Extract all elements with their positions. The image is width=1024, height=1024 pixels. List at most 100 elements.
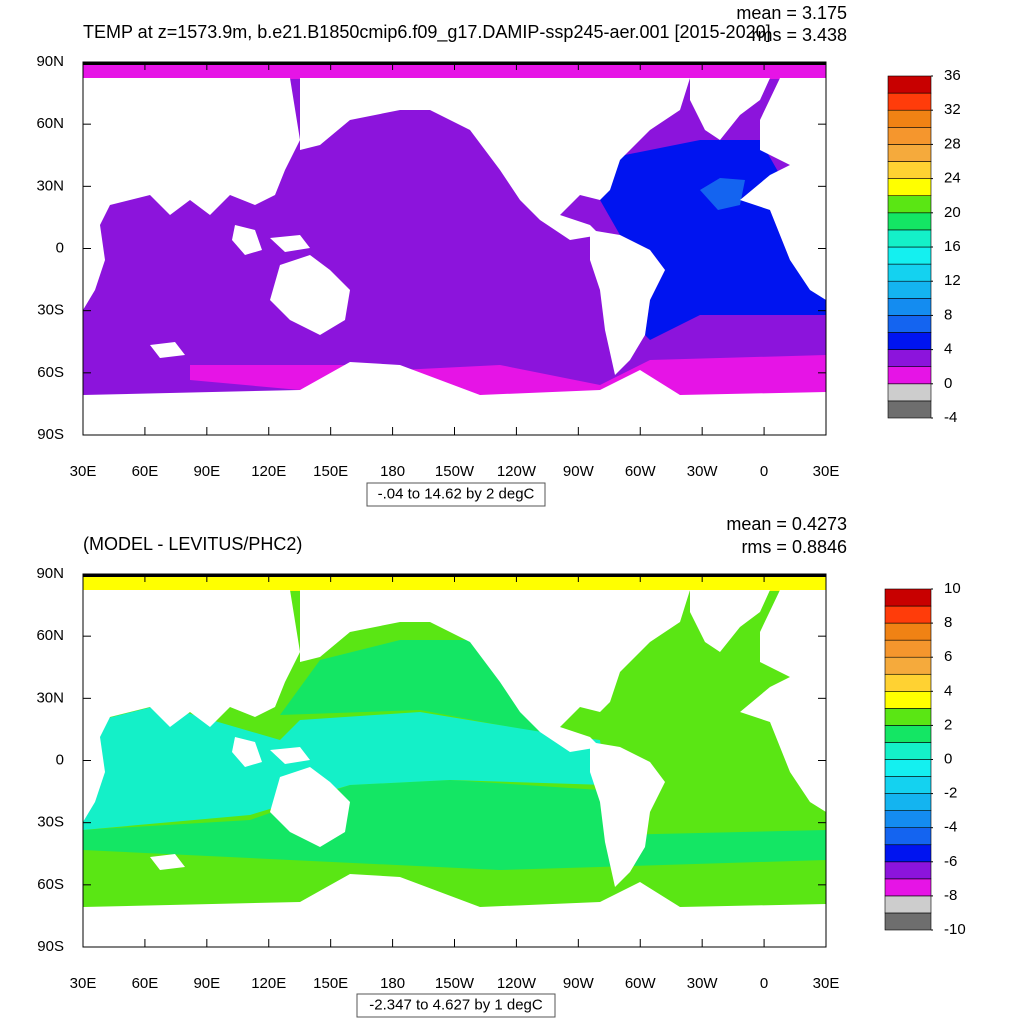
- x-tick-label: 30W: [687, 463, 719, 480]
- colorbar-label: 12: [944, 272, 961, 289]
- y-tick-label: 0: [56, 239, 64, 256]
- x-tick-label: 150W: [435, 463, 475, 480]
- colorbar-label: 8: [944, 614, 952, 631]
- colorbar-label: 36: [944, 67, 961, 84]
- x-tick-label: 0: [760, 975, 768, 992]
- rms-label: rms = 0.8846: [741, 537, 847, 557]
- colorbar-label: 6: [944, 648, 952, 665]
- x-tick-label: 90E: [193, 975, 220, 992]
- y-tick-label: 60S: [37, 364, 64, 381]
- colorbar-label: 0: [944, 750, 952, 767]
- colorbar-label: 28: [944, 135, 961, 152]
- colorbar-box: [887, 127, 932, 145]
- colorbar-box: [887, 366, 932, 385]
- colorbar-box: [887, 212, 932, 231]
- colorbar-label: 16: [944, 238, 961, 255]
- colorbar-label: 2: [944, 716, 952, 733]
- colorbar-box: [884, 725, 932, 743]
- colorbar-label: 4: [944, 341, 952, 358]
- x-tick-label: 150W: [435, 975, 475, 992]
- colorbar-box: [887, 246, 932, 265]
- colorbar-box: [884, 878, 932, 897]
- rms-label: rms = 3.438: [751, 25, 847, 45]
- colorbar-box: [884, 742, 932, 760]
- colorbar-box: [887, 161, 932, 179]
- colorbar-box: [887, 75, 932, 94]
- colorbar-box: [887, 280, 932, 299]
- x-tick-label: 90W: [563, 975, 595, 992]
- colorbar-label: 10: [944, 580, 961, 597]
- colorbar-label: 4: [944, 682, 952, 699]
- x-tick-label: 30E: [70, 975, 97, 992]
- colorbar-box: [887, 144, 932, 162]
- colorbar-box: [887, 92, 932, 111]
- colorbar-box: [884, 656, 932, 675]
- colorbar-label: -6: [944, 853, 957, 870]
- x-tick-label: 120W: [497, 463, 537, 480]
- x-tick-label: 120E: [251, 975, 286, 992]
- colorbar-box: [887, 349, 932, 368]
- x-tick-label: 0: [760, 463, 768, 480]
- y-tick-label: 60N: [36, 627, 64, 644]
- x-tick-label: 120W: [497, 975, 537, 992]
- y-tick-label: 90S: [37, 938, 64, 955]
- colorbar-box: [884, 810, 932, 829]
- colorbar-box: [884, 861, 932, 880]
- y-tick-label: 30S: [37, 814, 64, 831]
- x-tick-label: 150E: [313, 975, 348, 992]
- colorbar-box: [884, 759, 932, 777]
- colorbar-label: -2: [944, 785, 957, 802]
- colorbar-box: [884, 588, 932, 607]
- colorbar-label: 20: [944, 204, 961, 221]
- colorbar-box: [884, 844, 932, 863]
- y-tick-label: 90N: [36, 565, 64, 582]
- colorbar-box: [884, 605, 932, 624]
- colorbar-box: [884, 639, 932, 658]
- x-tick-label: 90W: [563, 463, 595, 480]
- y-tick-label: 90S: [37, 426, 64, 443]
- title: TEMP at z=1573.9m, b.e21.B1850cmip6.f09_…: [83, 22, 771, 43]
- colorbar-label: -10: [944, 921, 966, 938]
- colorbar-box: [887, 297, 932, 316]
- colorbar-box: [884, 793, 932, 811]
- colorbar-box: [884, 622, 932, 641]
- y-tick-label: 0: [56, 751, 64, 768]
- map-top: [83, 62, 826, 435]
- x-tick-label: 60E: [132, 463, 159, 480]
- colorbar-label: -4: [944, 819, 957, 836]
- mean-label: mean = 3.175: [736, 3, 847, 23]
- colorbar-box: [887, 332, 932, 350]
- y-tick-label: 60S: [37, 876, 64, 893]
- colorbar-box: [884, 708, 932, 726]
- x-tick-label: 30E: [813, 463, 840, 480]
- x-tick-label: 90E: [193, 463, 220, 480]
- x-tick-label: 30E: [813, 975, 840, 992]
- info-box: [356, 993, 556, 1018]
- x-tick-label: 60W: [625, 463, 657, 480]
- x-tick-label: 150E: [313, 463, 348, 480]
- colorbar-label: 8: [944, 306, 952, 323]
- colorbar-box: [887, 195, 932, 214]
- colorbar-label: -4: [944, 409, 957, 426]
- map-bottom: [83, 574, 826, 947]
- x-tick-label: 180: [380, 463, 405, 480]
- colorbar-box: [887, 400, 932, 419]
- colorbar-label: 24: [944, 170, 961, 187]
- x-tick-label: 60W: [625, 975, 657, 992]
- y-tick-label: 30N: [36, 689, 64, 706]
- y-tick-label: 90N: [36, 53, 64, 70]
- colorbar-box: [887, 383, 932, 402]
- x-tick-label: 120E: [251, 463, 286, 480]
- colorbar-box: [887, 229, 932, 248]
- y-tick-label: 60N: [36, 115, 64, 132]
- colorbar-box: [887, 109, 932, 128]
- mean-label: mean = 0.4273: [726, 514, 847, 534]
- x-tick-label: 180: [380, 975, 405, 992]
- x-tick-label: 30W: [687, 975, 719, 992]
- info-label: -.04 to 14.62 by 2 degC: [378, 485, 535, 502]
- colorbar-box: [887, 178, 932, 197]
- info-box: [366, 482, 546, 507]
- y-tick-label: 30S: [37, 302, 64, 319]
- colorbar-label: 0: [944, 375, 952, 392]
